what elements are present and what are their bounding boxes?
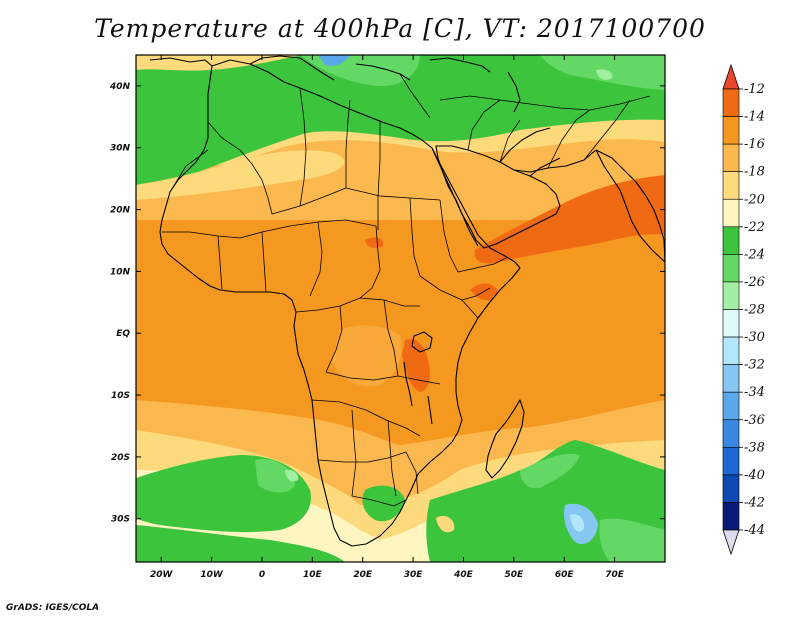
colorbar-segment xyxy=(722,391,740,421)
lat-tick-label: 10N xyxy=(110,267,131,277)
lon-tick-label: 20W xyxy=(150,570,174,580)
colorbar-label: -20 xyxy=(744,192,765,207)
lon-tick-label: 10E xyxy=(303,570,323,580)
colorbar-label: -40 xyxy=(744,468,765,483)
colorbar-segment xyxy=(722,309,740,338)
colorbar-label: -36 xyxy=(744,413,765,428)
colorbar-segment xyxy=(722,364,740,393)
colorbar-label: -34 xyxy=(744,385,765,400)
lat-tick-label: 20N xyxy=(110,206,131,216)
colorbar-label: -28 xyxy=(744,303,765,318)
colorbar-label: -16 xyxy=(744,137,765,152)
colorbar-top-arrow xyxy=(722,63,740,90)
colorbar-label: -44 xyxy=(744,523,765,538)
lat-tick-label: 30S xyxy=(111,515,130,525)
colorbar-label: -14 xyxy=(744,110,765,125)
colorbar-segment xyxy=(722,336,740,365)
colorbar-segment xyxy=(722,419,740,448)
country-borders xyxy=(162,73,651,507)
colorbar-segment xyxy=(722,447,740,476)
lon-tick-label: 40E xyxy=(453,570,474,580)
colorbar-segment xyxy=(722,474,740,503)
lon-tick-label: 30E xyxy=(404,570,424,580)
colorbar-label: -18 xyxy=(744,165,765,180)
lat-tick-label: 20S xyxy=(111,453,130,463)
lat-axis: 40N 30N 20N 10N EQ 10S 20S 30S xyxy=(109,82,665,525)
lon-tick-label: 20E xyxy=(353,570,373,580)
temperature-field xyxy=(136,55,665,562)
colorbar-segment xyxy=(722,226,740,255)
lon-tick-label: 0 xyxy=(259,570,265,580)
map-frame xyxy=(135,54,666,563)
lat-tick-label: 10S xyxy=(111,391,130,401)
colorbar-label: -26 xyxy=(744,275,765,290)
colorbar-label: -32 xyxy=(744,358,765,373)
lon-tick-label: 10W xyxy=(200,570,224,580)
lat-tick-label: 30N xyxy=(110,144,131,154)
colorbar-label: -38 xyxy=(744,440,765,455)
colorbar-label: -12 xyxy=(744,82,765,97)
lon-tick-label: 50E xyxy=(505,570,525,580)
colorbar-segment xyxy=(722,143,740,172)
colorbar-segment xyxy=(722,254,740,283)
lon-tick-label: 70E xyxy=(605,570,625,580)
colorbar-segment xyxy=(722,502,740,531)
colorbar-bottom-arrow xyxy=(722,529,740,556)
coastline xyxy=(149,55,665,547)
colorbar: -12 -14 -16 -18 -20 -22 -24 -26 -28 -30 -32 -34 -36 -… xyxy=(722,63,765,556)
lon-axis: 20W 10W 0 10E 20E 30E 40E 50E 60E 70E xyxy=(150,55,625,580)
chart-title: Temperature at 400hPa [C], VT: 201710070… xyxy=(94,14,706,43)
colorbar-segment xyxy=(722,171,740,200)
lat-tick-label: EQ xyxy=(116,329,130,339)
colorbar-label: -42 xyxy=(744,495,765,510)
colorbar-segment xyxy=(722,116,740,145)
credit-label: GrADS: IGES/COLA xyxy=(6,603,100,613)
lon-tick-label: 60E xyxy=(555,570,575,580)
colorbar-label: -22 xyxy=(744,220,765,235)
colorbar-label: -24 xyxy=(744,247,765,262)
colorbar-segment xyxy=(722,281,740,310)
colorbar-segment xyxy=(722,88,740,117)
colorbar-label: -30 xyxy=(744,330,765,345)
colorbar-segment xyxy=(722,198,740,228)
lat-tick-label: 40N xyxy=(109,82,131,92)
